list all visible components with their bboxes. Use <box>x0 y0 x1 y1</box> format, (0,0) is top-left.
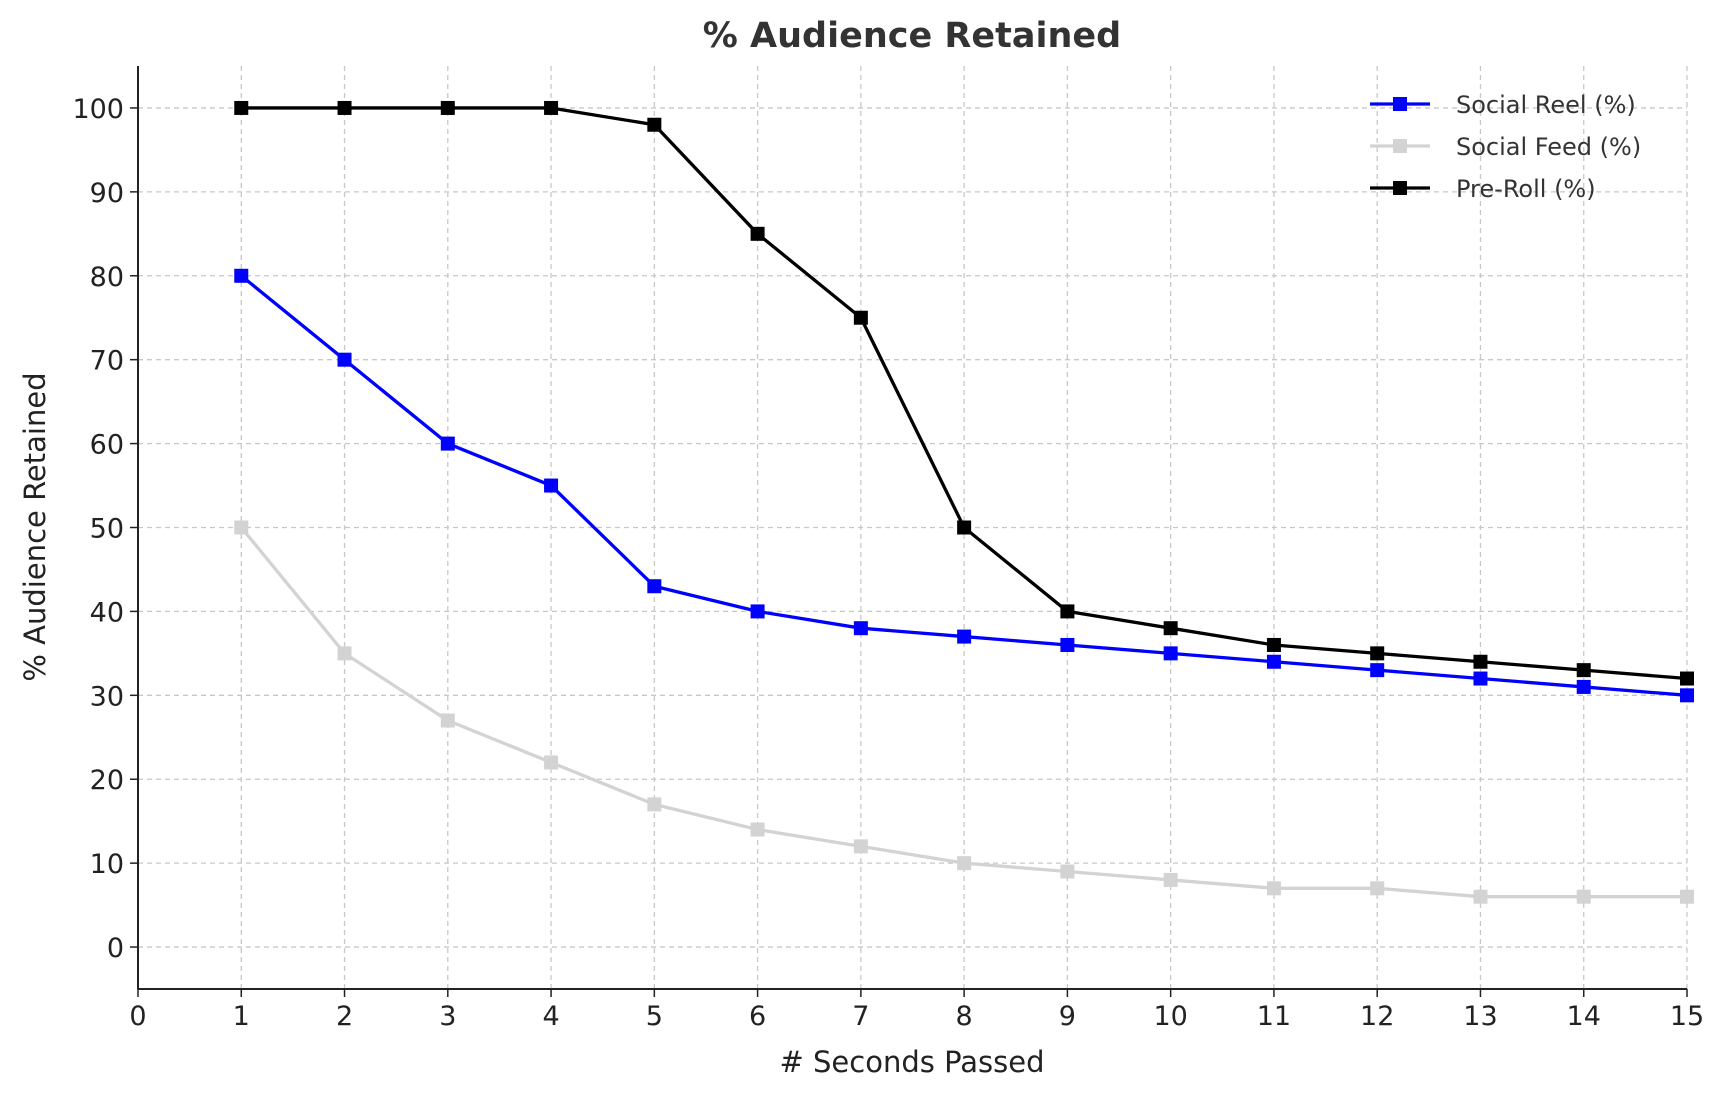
data-point <box>1576 679 1591 694</box>
data-point <box>1060 637 1075 652</box>
data-point <box>234 268 249 283</box>
data-point <box>234 520 249 535</box>
data-point <box>750 226 765 241</box>
grid <box>137 66 1688 989</box>
data-point <box>853 621 868 636</box>
legend-label: Social Feed (%) <box>1456 133 1641 161</box>
data-point <box>647 797 662 812</box>
x-tick-label: 10 <box>1153 1001 1187 1032</box>
data-point <box>957 856 972 871</box>
series-2 <box>234 100 1694 686</box>
y-tick-label: 100 <box>72 94 124 125</box>
x-tick-label: 9 <box>1059 1001 1076 1032</box>
data-point <box>853 310 868 325</box>
data-point <box>1576 889 1591 904</box>
series-layer <box>234 100 1694 904</box>
data-point <box>1163 646 1178 661</box>
data-point <box>750 822 765 837</box>
legend-marker <box>1393 181 1407 195</box>
x-tick-label: 7 <box>852 1001 869 1032</box>
data-point <box>957 629 972 644</box>
data-point <box>234 100 249 115</box>
data-point <box>440 713 455 728</box>
y-tick-label: 60 <box>90 430 124 461</box>
y-tick-label: 50 <box>90 514 124 545</box>
legend-label: Pre-Roll (%) <box>1456 175 1596 203</box>
data-point <box>1473 654 1488 669</box>
data-point <box>1680 889 1694 904</box>
data-point <box>337 100 352 115</box>
legend-marker <box>1393 139 1407 153</box>
data-point <box>1473 671 1488 686</box>
data-point <box>1266 637 1281 652</box>
data-point <box>1266 654 1281 669</box>
x-tick-label: 11 <box>1257 1001 1291 1032</box>
x-tick-label: 5 <box>646 1001 663 1032</box>
data-point <box>440 436 455 451</box>
data-point <box>544 755 559 770</box>
x-tick-label: 4 <box>542 1001 559 1032</box>
data-point <box>1680 688 1694 703</box>
y-tick-label: 40 <box>90 597 124 628</box>
data-point <box>337 646 352 661</box>
data-point <box>1060 604 1075 619</box>
y-tick-label: 80 <box>90 262 124 293</box>
x-tick-label: 1 <box>233 1001 250 1032</box>
x-tick-label: 8 <box>956 1001 973 1032</box>
y-tick-label: 70 <box>90 346 124 377</box>
series-1 <box>234 520 1694 904</box>
data-point <box>440 100 455 115</box>
data-point <box>544 100 559 115</box>
data-point <box>1680 671 1694 686</box>
data-point <box>1473 889 1488 904</box>
axes: 0 1 2 3 4 5 6 7 8 9 10 11 12 13 14 15010203040506070809… <box>72 66 1704 1032</box>
data-point <box>1163 621 1178 636</box>
y-tick-label: 10 <box>90 849 124 880</box>
data-point <box>647 579 662 594</box>
x-tick-label: 0 <box>129 1001 146 1032</box>
x-axis-label: # Seconds Passed <box>780 1045 1045 1079</box>
x-tick-label: 13 <box>1463 1001 1497 1032</box>
data-point <box>647 117 662 132</box>
data-point <box>957 520 972 535</box>
x-tick-label: 2 <box>336 1001 353 1032</box>
data-point <box>1266 881 1281 896</box>
x-tick-label: 14 <box>1567 1001 1601 1032</box>
y-tick-label: 20 <box>90 765 124 796</box>
data-point <box>1060 864 1075 879</box>
x-tick-label: 6 <box>749 1001 766 1032</box>
data-point <box>750 604 765 619</box>
x-tick-label: 3 <box>439 1001 456 1032</box>
data-point <box>544 478 559 493</box>
x-tick-label: 12 <box>1360 1001 1394 1032</box>
data-point <box>1163 872 1178 887</box>
data-point <box>1576 663 1591 678</box>
y-axis-label: % Audience Retained <box>18 372 52 681</box>
x-tick-label: 15 <box>1670 1001 1704 1032</box>
legend-marker <box>1393 97 1407 111</box>
data-point <box>1370 646 1385 661</box>
y-tick-label: 30 <box>90 681 124 712</box>
series-0 <box>234 268 1694 703</box>
data-point <box>853 839 868 854</box>
data-point <box>1370 663 1385 678</box>
legend-label: Social Reel (%) <box>1456 91 1636 119</box>
chart-title: % Audience Retained <box>703 16 1121 56</box>
y-tick-label: 0 <box>107 933 124 964</box>
data-point <box>337 352 352 367</box>
data-point <box>1370 881 1385 896</box>
y-tick-label: 90 <box>90 178 124 209</box>
legend: Social Reel (%) Social Feed (%) Pre-Roll (… <box>1370 91 1641 203</box>
